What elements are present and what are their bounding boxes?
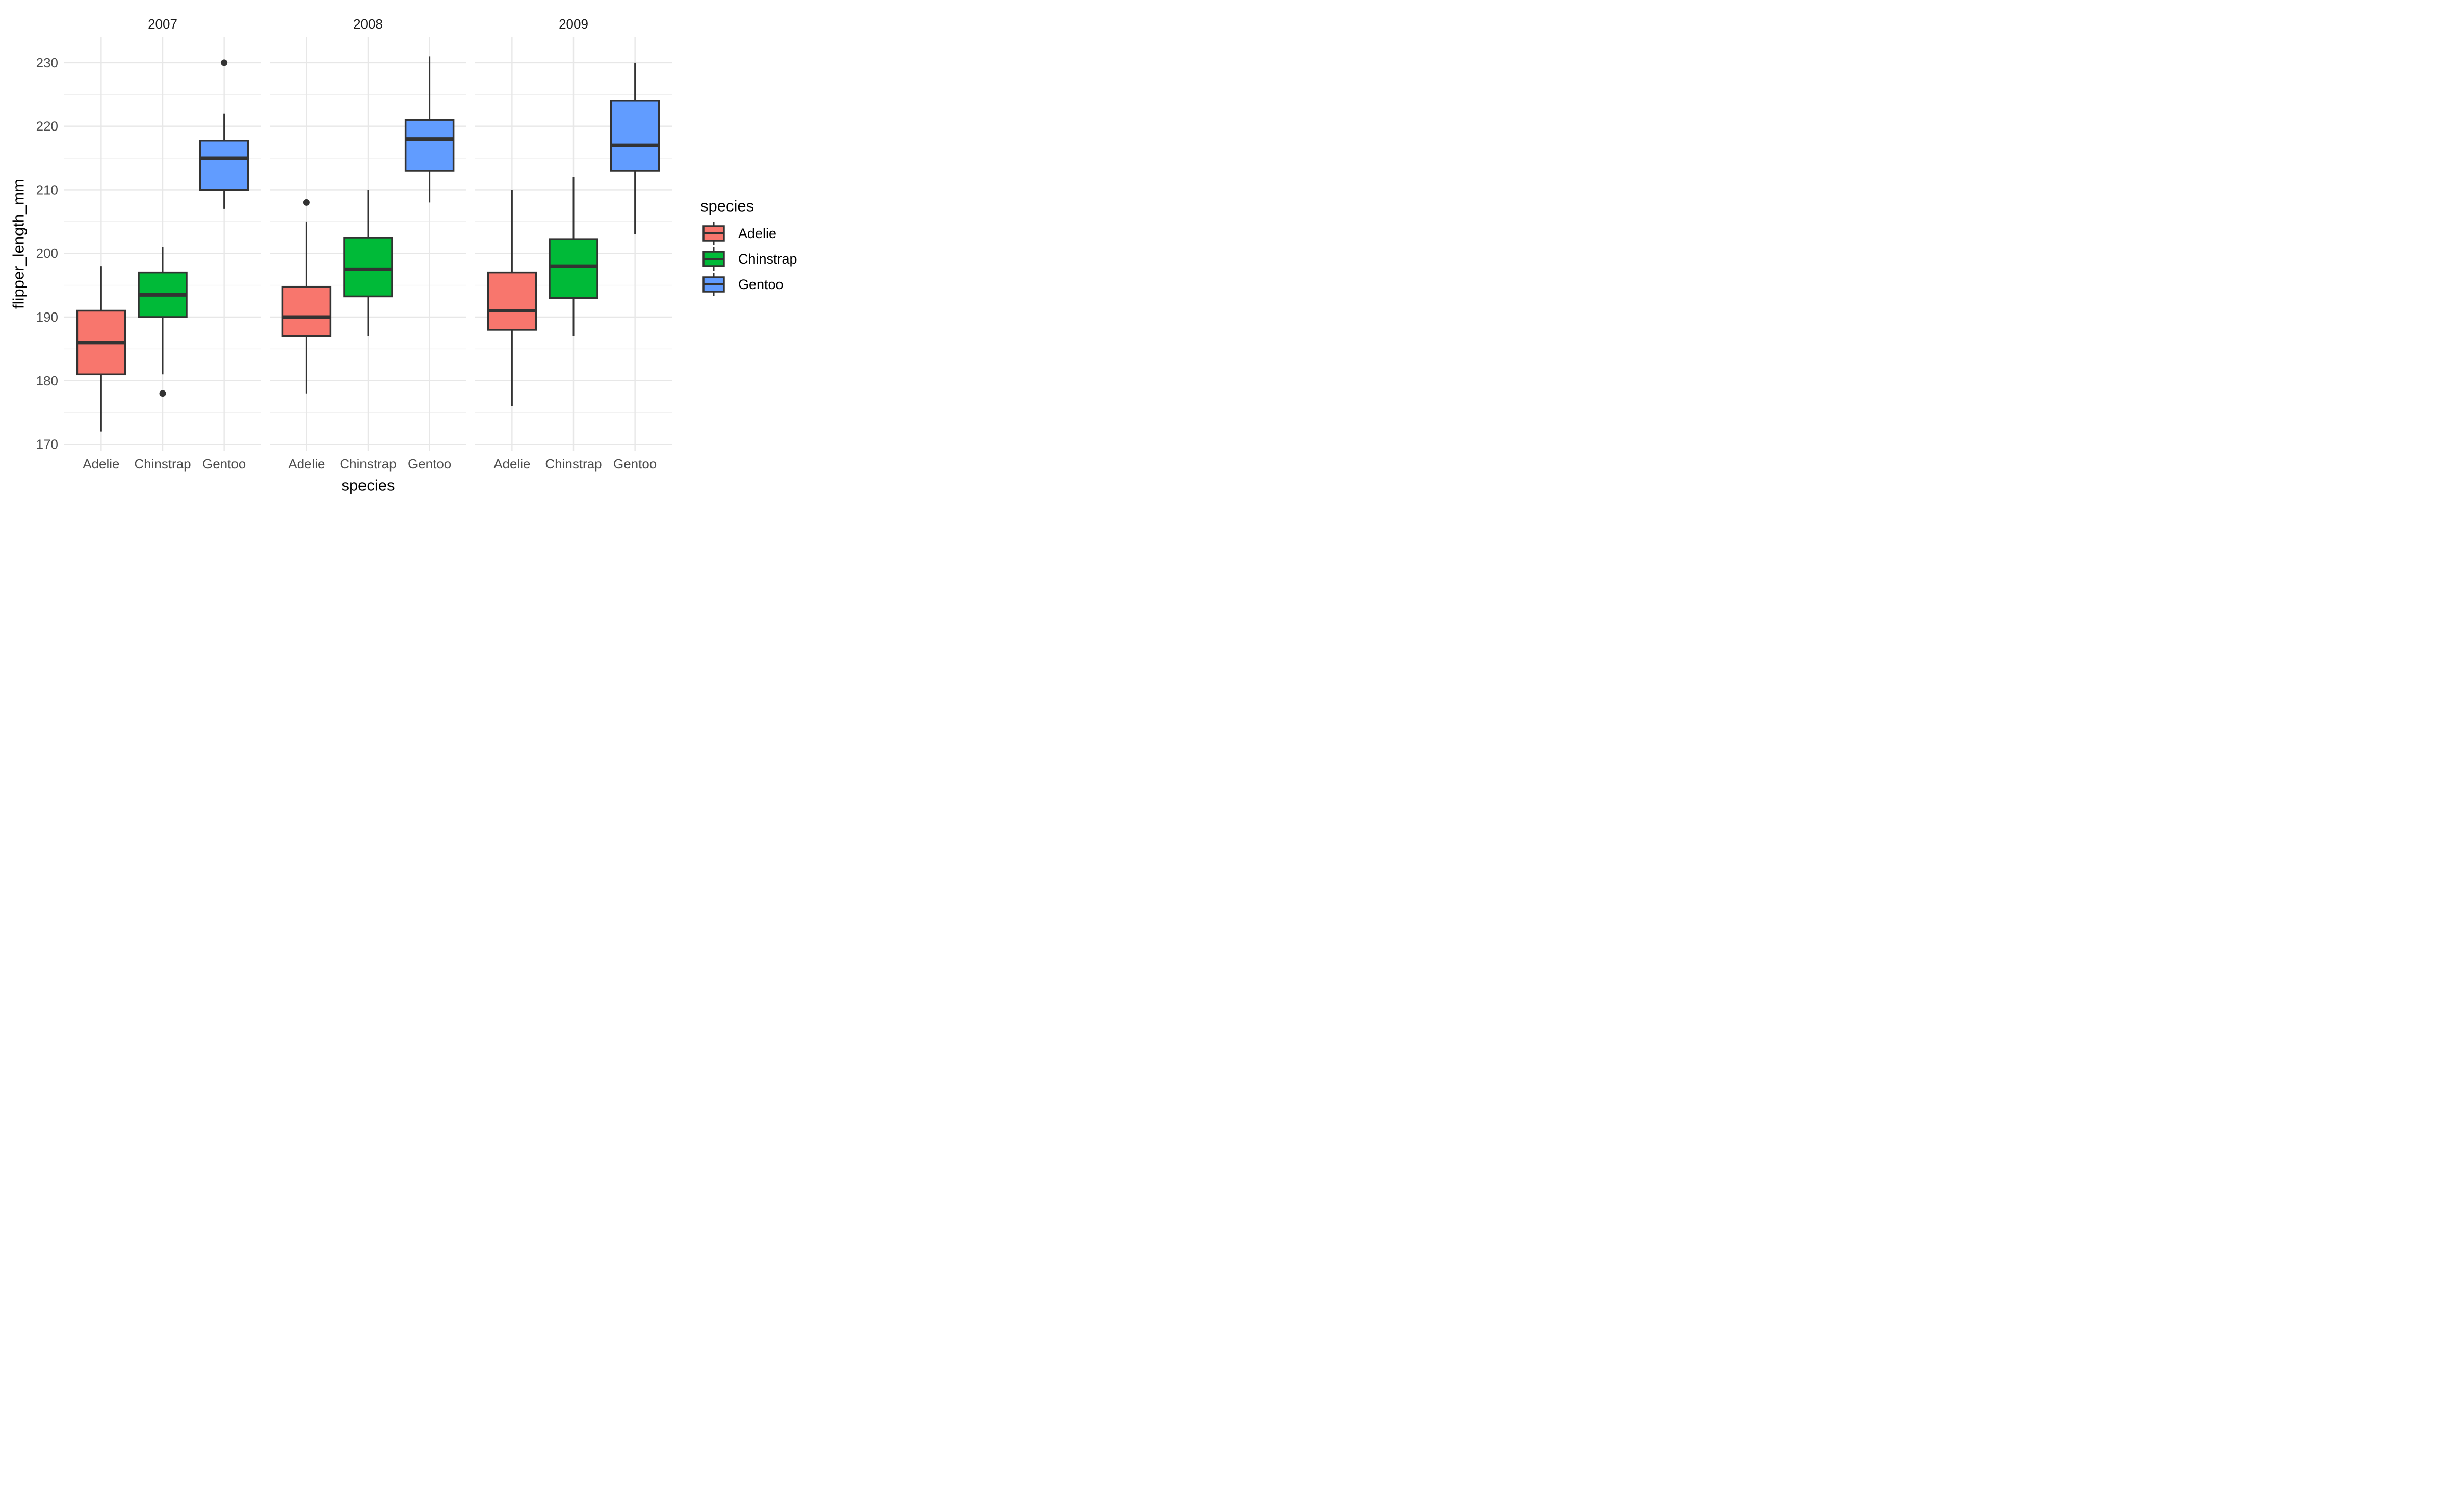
outlier-dot: [221, 59, 228, 66]
y-tick-label: 180: [36, 373, 58, 388]
x-tick-label: Chinstrap: [134, 456, 191, 472]
legend-title: species: [700, 197, 754, 215]
box-iqr: [610, 100, 660, 172]
box-adelie-2007: [76, 266, 126, 432]
box-adelie-2009: [487, 190, 537, 406]
facet-title: 2009: [559, 16, 588, 32]
box-iqr: [199, 140, 249, 191]
facet-title: 2007: [148, 16, 177, 32]
legend-label: Chinstrap: [738, 251, 797, 267]
y-tick-label: 200: [36, 246, 58, 261]
y-tick-label: 190: [36, 309, 58, 325]
x-tick-label: Adelie: [288, 456, 325, 472]
x-tick-label: Adelie: [493, 456, 530, 472]
y-tick-label: 230: [36, 55, 58, 70]
legend: [702, 222, 725, 296]
box-iqr: [281, 285, 332, 337]
x-tick-label: Gentoo: [408, 456, 451, 472]
outlier-dot: [303, 199, 310, 206]
y-tick-label: 220: [36, 119, 58, 134]
box-iqr: [549, 238, 598, 299]
x-tick-label: Gentoo: [202, 456, 246, 472]
x-tick-label: Chinstrap: [340, 456, 396, 472]
box-iqr: [487, 271, 537, 331]
box-gentoo-2008: [404, 56, 455, 203]
y-tick-label: 210: [36, 182, 58, 197]
legend-entry-chinstrap: [702, 247, 725, 271]
facet-panel-2007: [64, 37, 261, 451]
y-tick-label: 170: [36, 437, 58, 452]
outlier-dot: [159, 390, 166, 397]
x-tick-label: Chinstrap: [545, 456, 602, 472]
box-chinstrap-2009: [549, 177, 598, 336]
box-gentoo-2007: [199, 59, 249, 209]
legend-entry-gentoo: [702, 273, 725, 296]
legend-label: Gentoo: [738, 277, 784, 292]
x-tick-label: Adelie: [83, 456, 119, 472]
box-iqr: [343, 237, 393, 298]
facet-title: 2008: [353, 16, 383, 32]
boxplot-figure: 2007 2008 2009 Adelie Chinstrap Gentoo Adelie C…: [0, 0, 816, 504]
box-chinstrap-2008: [343, 190, 393, 336]
boxplot-chart: 2007 2008 2009 Adelie Chinstrap Gentoo Adelie C…: [10, 16, 797, 494]
x-tick-label: Gentoo: [613, 456, 657, 472]
y-axis-title: flipper_length_mm: [10, 179, 28, 309]
box-iqr: [404, 119, 455, 172]
legend-entry-adelie: [702, 222, 725, 245]
box-chinstrap-2007: [138, 247, 188, 397]
box-gentoo-2009: [610, 62, 660, 234]
x-axis-title: species: [341, 477, 395, 494]
box-adelie-2008: [281, 199, 332, 394]
legend-label: Adelie: [738, 226, 776, 241]
